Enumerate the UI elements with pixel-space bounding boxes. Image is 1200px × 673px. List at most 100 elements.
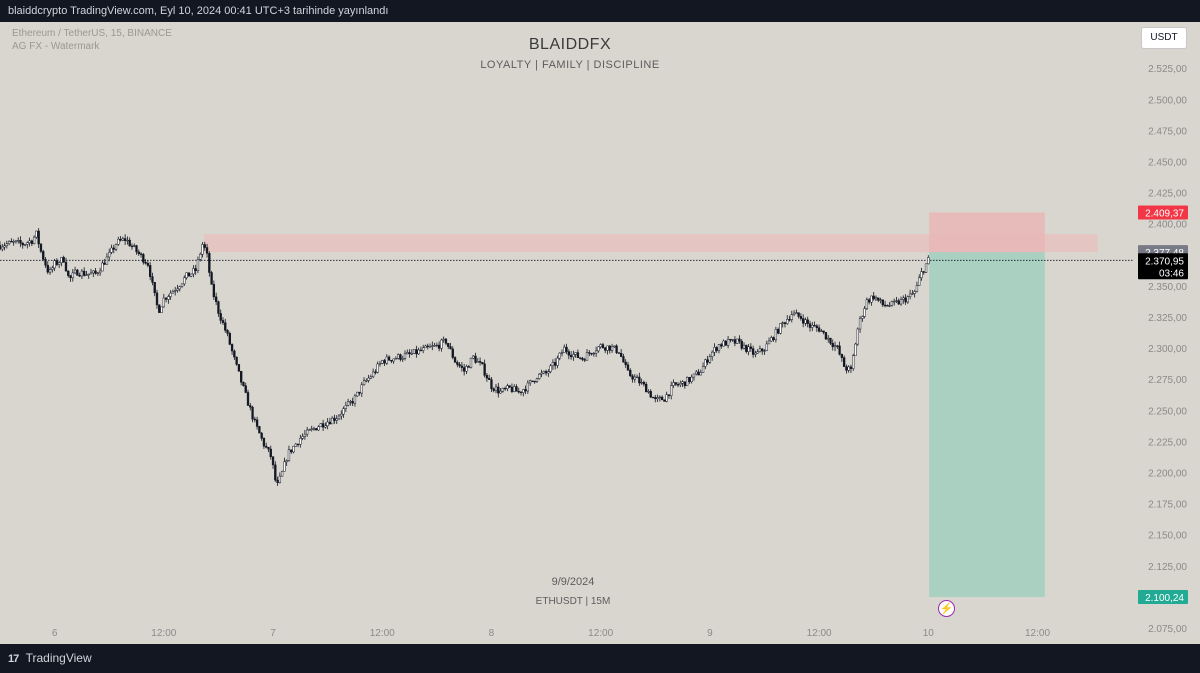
candle-body bbox=[483, 363, 486, 376]
candle-body bbox=[437, 344, 441, 349]
candle-body bbox=[565, 346, 568, 352]
candle-body bbox=[822, 330, 825, 333]
candle-body bbox=[246, 392, 250, 406]
candle-body bbox=[829, 337, 832, 344]
candle-body bbox=[881, 299, 884, 306]
candle-body bbox=[583, 359, 586, 361]
candle-body bbox=[815, 325, 818, 329]
candle-body bbox=[30, 240, 34, 244]
candle-body bbox=[292, 446, 295, 453]
candle-body bbox=[271, 456, 275, 466]
candle-body bbox=[319, 423, 322, 428]
candle-body bbox=[847, 366, 850, 371]
candle-body bbox=[647, 391, 650, 393]
countdown-label: 03:46 bbox=[1159, 268, 1184, 279]
candle-body bbox=[499, 390, 502, 394]
candle-body bbox=[224, 322, 227, 331]
candle-body bbox=[0, 245, 2, 250]
candle-body bbox=[676, 384, 680, 386]
candle-body bbox=[877, 297, 880, 301]
price-chart-svg[interactable]: 2.075,002.100,002.125,002.150,002.175,00… bbox=[0, 22, 1200, 644]
candle-body bbox=[508, 385, 511, 388]
candle-body bbox=[285, 460, 288, 463]
candle-body bbox=[349, 401, 352, 403]
chart-pane[interactable]: 2.075,002.100,002.125,002.150,002.175,00… bbox=[0, 22, 1200, 644]
candle-body bbox=[724, 340, 727, 346]
candle-body bbox=[488, 377, 491, 380]
candle-body bbox=[563, 346, 566, 353]
currency-button[interactable]: USDT bbox=[1141, 27, 1187, 49]
candle-body bbox=[7, 241, 11, 244]
x-tick-label: 12:00 bbox=[807, 628, 832, 639]
candle-body bbox=[767, 340, 771, 345]
candle-body bbox=[683, 381, 687, 387]
candle-body bbox=[26, 242, 29, 245]
candle-body bbox=[742, 344, 746, 349]
candle-body bbox=[606, 345, 609, 351]
candle-body bbox=[617, 352, 621, 354]
candle-body bbox=[5, 243, 8, 246]
candle-body bbox=[569, 354, 573, 358]
lightning-bolt-icon[interactable]: ⚡ bbox=[938, 600, 955, 617]
candle-body bbox=[831, 343, 834, 348]
candle-body bbox=[408, 352, 411, 355]
candle-body bbox=[353, 395, 357, 404]
watermark-title: BLAIDDFX bbox=[528, 36, 612, 53]
candle-body bbox=[797, 312, 800, 317]
candle-body bbox=[158, 304, 161, 313]
candle-body bbox=[474, 355, 477, 363]
y-tick-label: 2.500,00 bbox=[1148, 95, 1187, 106]
candle-body bbox=[180, 283, 184, 287]
candle-body bbox=[444, 338, 448, 344]
candle-body bbox=[626, 364, 630, 371]
candle-body bbox=[255, 419, 259, 427]
candle-body bbox=[808, 323, 812, 328]
candle-body bbox=[35, 230, 38, 238]
candle-body bbox=[383, 360, 386, 364]
candle-body bbox=[911, 293, 914, 295]
candle-body bbox=[813, 324, 816, 327]
candle-body bbox=[692, 373, 696, 378]
candle-body bbox=[672, 382, 675, 386]
candle-body bbox=[460, 365, 464, 368]
candle-body bbox=[317, 426, 320, 431]
candle-body bbox=[924, 263, 928, 273]
candle-body bbox=[426, 345, 429, 348]
candle-body bbox=[688, 377, 691, 383]
candle-body bbox=[458, 364, 461, 367]
candle-body bbox=[517, 391, 520, 393]
candle-body bbox=[237, 364, 241, 372]
candle-body bbox=[576, 352, 580, 358]
candle-body bbox=[674, 382, 677, 385]
candle-body bbox=[490, 379, 493, 389]
candle-body bbox=[258, 426, 261, 434]
candle-body bbox=[592, 352, 595, 355]
candle-body bbox=[476, 361, 479, 363]
candle-body bbox=[171, 291, 175, 294]
candle-body bbox=[706, 359, 709, 363]
candle-body bbox=[356, 391, 359, 397]
candle-body bbox=[78, 275, 81, 277]
candle-body bbox=[836, 345, 839, 347]
candle-body bbox=[895, 300, 898, 302]
candle-body bbox=[296, 443, 300, 446]
candle-body bbox=[774, 329, 778, 340]
watermark-subtitle: LOYALTY | FAMILY | DISCIPLINE bbox=[480, 59, 660, 71]
candle-body bbox=[55, 260, 59, 265]
candle-body bbox=[624, 361, 627, 365]
candle-body bbox=[451, 348, 454, 358]
published-text: blaiddcrypto TradingView.com, Eyl 10, 20… bbox=[8, 5, 389, 17]
candle-body bbox=[670, 385, 673, 397]
candle-body bbox=[164, 297, 168, 300]
candle-body bbox=[656, 397, 659, 400]
candle-body bbox=[804, 319, 807, 324]
candle-body bbox=[731, 339, 734, 341]
candle-body bbox=[203, 244, 206, 248]
candle-body bbox=[558, 352, 561, 359]
candle-body bbox=[792, 312, 796, 315]
candle-body bbox=[235, 356, 238, 365]
candle-body bbox=[861, 316, 864, 319]
candle-body bbox=[631, 375, 634, 380]
candle-body bbox=[870, 295, 873, 303]
candle-body bbox=[540, 372, 543, 375]
